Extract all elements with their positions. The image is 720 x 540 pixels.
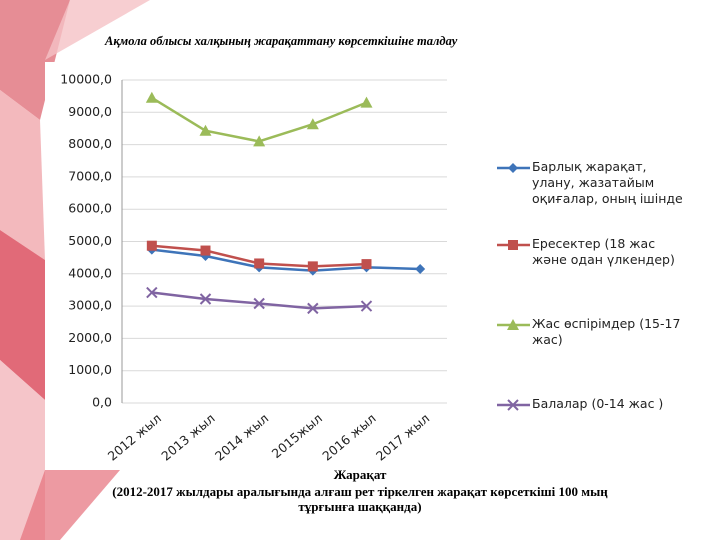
legend-label: Ересектер (18 жас және одан үлкендер) — [532, 236, 675, 267]
y-tick-label: 3000,0 — [68, 298, 112, 313]
caption: (2012-2017 жылдары аралығында алғаш рет … — [112, 484, 608, 499]
legend-label: Жас өспірімдер (15-17 жас) — [532, 316, 681, 347]
marker — [307, 302, 319, 315]
legend-label: Балалар (0-14 жас ) — [532, 396, 664, 411]
legend-marker — [508, 240, 518, 250]
legend-marker — [507, 399, 519, 411]
marker — [360, 96, 373, 108]
marker — [361, 259, 372, 270]
marker — [415, 263, 426, 274]
marker — [253, 297, 265, 310]
marker — [145, 91, 158, 103]
y-tick-label: 4000,0 — [68, 265, 112, 280]
marker — [199, 124, 212, 136]
marker — [253, 135, 266, 147]
marker — [360, 300, 373, 312]
background-decoration — [0, 0, 150, 540]
chart-title: Ақмола облысы халқының жарақаттану көрсе… — [104, 34, 458, 48]
y-tick-label: 7000,0 — [68, 168, 112, 183]
marker — [146, 240, 157, 251]
caption: Жарақат — [334, 467, 387, 482]
legend-label: Барлық жарақат, улану, жазатайым оқиғала… — [532, 159, 683, 206]
y-tick-label: 1000,0 — [68, 362, 112, 377]
y-tick-label: 9000,0 — [68, 104, 112, 119]
legend-marker — [507, 319, 519, 330]
y-tick-label: 6000,0 — [68, 201, 112, 216]
series-line — [151, 248, 421, 272]
marker — [254, 258, 265, 269]
marker — [199, 293, 212, 305]
y-tick-label: 0,0 — [92, 395, 112, 410]
y-tick-label: 10000,0 — [60, 72, 112, 87]
y-tick-label: 2000,0 — [68, 330, 112, 345]
marker — [307, 261, 318, 272]
marker — [306, 118, 319, 130]
marker — [146, 286, 158, 299]
caption: тұрғынға шаққанда) — [298, 499, 421, 514]
y-tick-label: 8000,0 — [68, 136, 112, 151]
marker — [200, 245, 211, 256]
legend-marker — [508, 163, 518, 173]
y-tick-label: 5000,0 — [68, 233, 112, 248]
